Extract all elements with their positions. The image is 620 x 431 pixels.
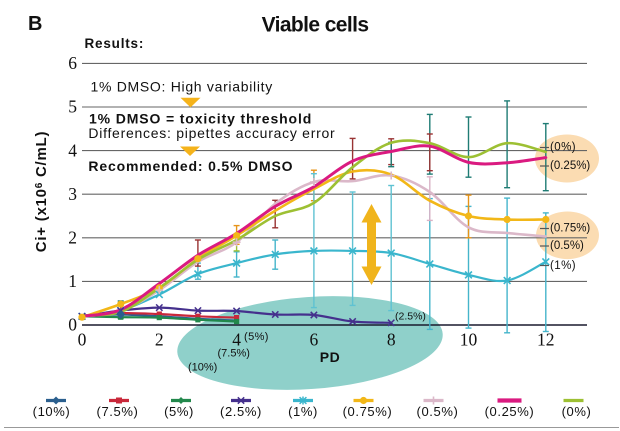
svg-text:0: 0 [68, 315, 77, 335]
svg-text:(0%): (0%) [562, 404, 592, 419]
svg-text:0: 0 [78, 330, 87, 350]
svg-text:5: 5 [68, 97, 77, 117]
svg-text:(0.5%): (0.5%) [417, 404, 459, 419]
svg-text:(0.75%): (0.75%) [343, 404, 393, 419]
svg-text:Ci+ (x106 C/mL): Ci+ (x106 C/mL) [33, 131, 50, 252]
svg-text:2: 2 [155, 330, 164, 350]
svg-text:12: 12 [537, 330, 555, 350]
svg-text:(5%): (5%) [244, 331, 269, 343]
svg-text:8: 8 [387, 330, 396, 350]
svg-text:(0.5%): (0.5%) [550, 240, 584, 252]
svg-text:(1%): (1%) [550, 260, 576, 272]
svg-text:(10%): (10%) [188, 362, 217, 374]
svg-text:(0.25%): (0.25%) [550, 160, 590, 172]
svg-text:(0.25%): (0.25%) [485, 404, 535, 419]
svg-text:Differences: pipettes accuracy: Differences: pipettes accuracy error [88, 125, 335, 141]
svg-text:3: 3 [68, 184, 77, 204]
svg-text:(10%): (10%) [33, 404, 71, 419]
svg-text:(2.5%): (2.5%) [395, 311, 426, 323]
svg-text:6: 6 [68, 53, 77, 73]
svg-text:2: 2 [68, 228, 77, 248]
svg-text:(0.75%): (0.75%) [550, 223, 590, 235]
svg-text:Viable cells: Viable cells [262, 14, 369, 37]
svg-text:6: 6 [310, 330, 319, 350]
svg-text:1% DMSO = toxicity threshold: 1% DMSO = toxicity threshold [89, 111, 312, 127]
svg-text:(2.5%): (2.5%) [220, 404, 262, 419]
svg-text:1% DMSO: High variability: 1% DMSO: High variability [91, 79, 273, 95]
svg-text:4: 4 [232, 330, 241, 350]
svg-text:10: 10 [460, 330, 478, 350]
svg-text:(7.5%): (7.5%) [218, 348, 250, 360]
svg-text:(7.5%): (7.5%) [97, 404, 139, 419]
svg-text:(5%): (5%) [164, 404, 194, 419]
svg-text:1: 1 [68, 271, 77, 291]
svg-text:Recommended: 0.5% DMSO: Recommended: 0.5% DMSO [88, 158, 293, 174]
svg-text:B: B [28, 13, 42, 35]
svg-text:(1%): (1%) [288, 404, 318, 419]
svg-text:4: 4 [68, 140, 77, 160]
svg-text:(0%): (0%) [550, 142, 576, 154]
svg-text:PD: PD [320, 349, 340, 365]
svg-text:Results:: Results: [85, 36, 145, 51]
